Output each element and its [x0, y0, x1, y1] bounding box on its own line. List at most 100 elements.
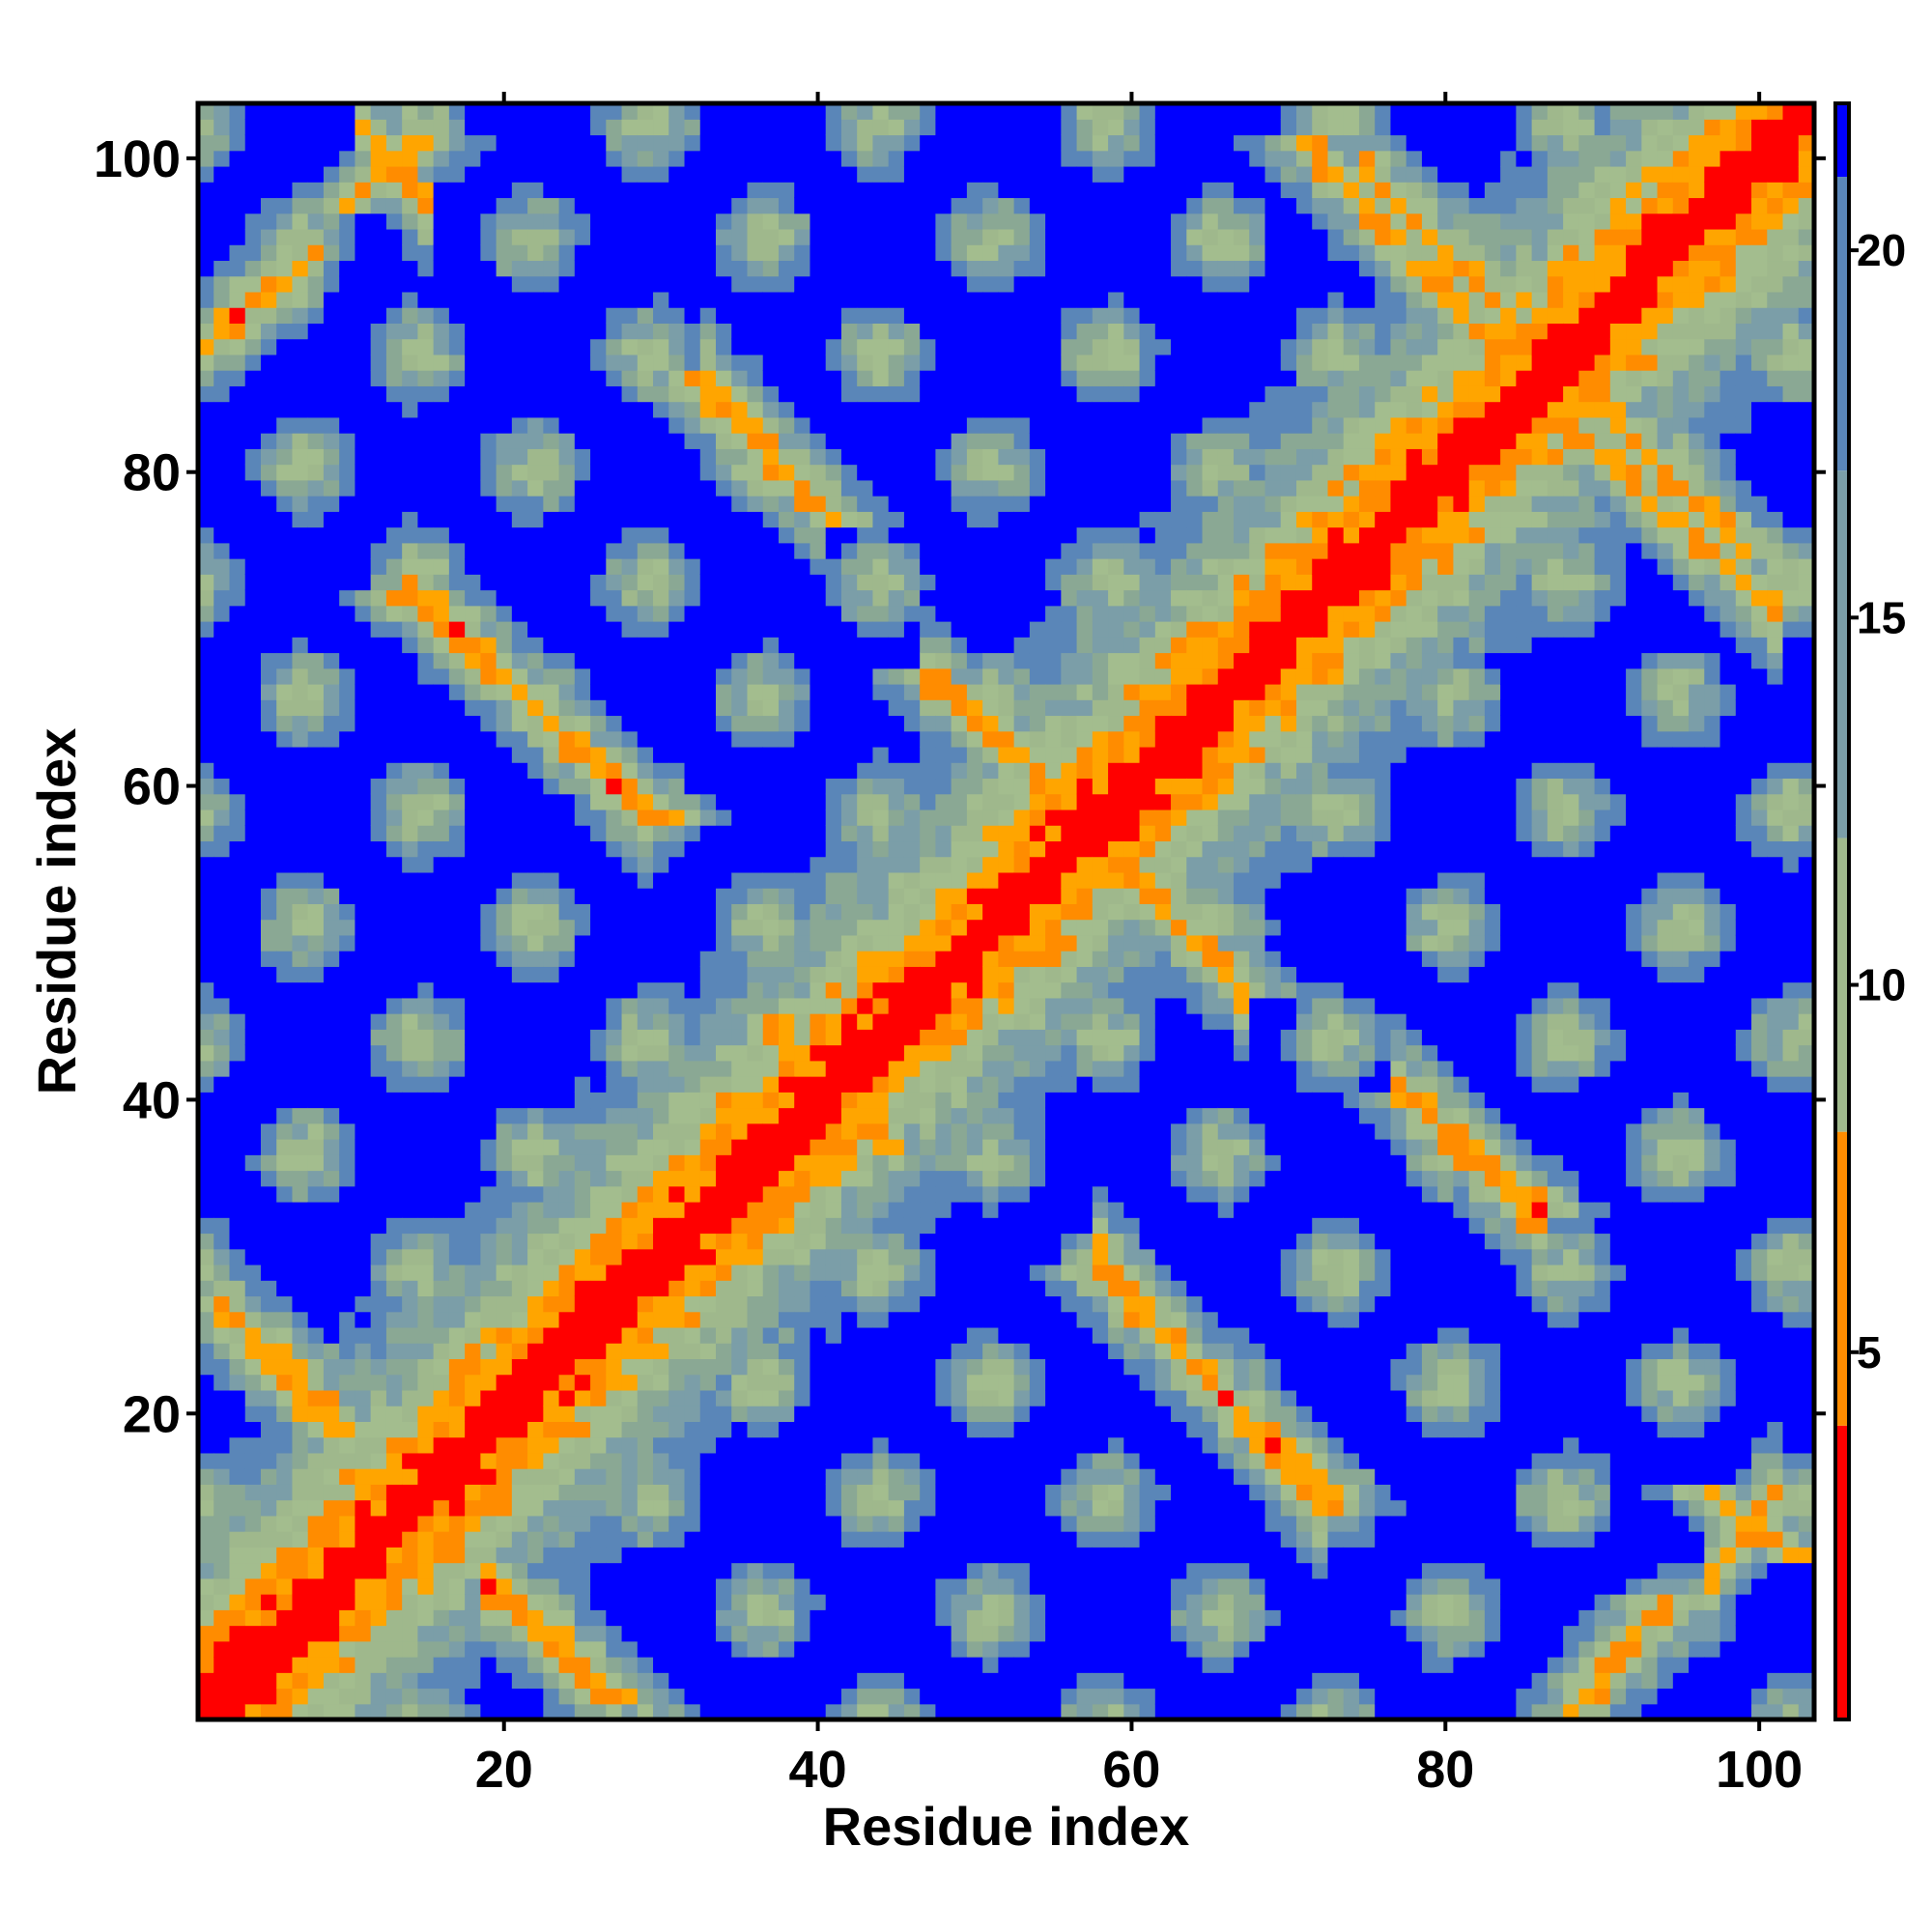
heatmap-cell: [606, 103, 623, 120]
heatmap-cell: [496, 1484, 513, 1501]
heatmap-cell: [465, 746, 481, 763]
heatmap-cell: [480, 542, 497, 559]
heatmap-cell: [778, 1484, 795, 1501]
heatmap-cell: [888, 354, 905, 371]
heatmap-cell: [653, 433, 669, 449]
heatmap-cell: [433, 809, 450, 826]
heatmap-cell: [307, 997, 325, 1014]
heatmap-cell: [699, 307, 717, 324]
heatmap-cell: [292, 574, 309, 591]
heatmap-cell: [825, 1139, 842, 1155]
heatmap-cell: [872, 1185, 890, 1203]
heatmap-cell: [355, 1468, 372, 1485]
heatmap-cell: [465, 1594, 481, 1610]
heatmap-cell: [276, 825, 294, 842]
heatmap-cell: [370, 856, 387, 873]
heatmap-cell: [511, 244, 528, 262]
heatmap-cell: [465, 934, 481, 952]
heatmap-cell: [323, 888, 340, 904]
heatmap-cell: [857, 119, 874, 136]
heatmap-cell: [558, 668, 576, 685]
heatmap-cell: [653, 323, 669, 340]
heatmap-cell: [370, 385, 387, 403]
heatmap-cell: [355, 244, 372, 262]
heatmap-cell: [496, 997, 513, 1014]
heatmap-cell: [433, 1452, 450, 1469]
heatmap-cell: [951, 1122, 968, 1140]
heatmap-cell: [402, 1406, 418, 1422]
heatmap-cell: [699, 966, 717, 983]
heatmap-cell: [370, 1468, 387, 1485]
heatmap-cell: [543, 1688, 560, 1705]
heatmap-cell: [653, 479, 669, 497]
heatmap-cell: [857, 1562, 874, 1579]
heatmap-cell: [385, 511, 403, 528]
heatmap-cell: [857, 699, 874, 717]
heatmap-cell: [888, 448, 905, 466]
heatmap-cell: [480, 1139, 497, 1155]
heatmap-cell: [840, 307, 858, 324]
heatmap-cell: [684, 103, 701, 120]
heatmap-cell: [198, 307, 214, 324]
heatmap-cell: [840, 338, 858, 355]
heatmap-cell: [872, 621, 890, 638]
heatmap-cell: [433, 307, 450, 324]
heatmap-cell: [574, 1468, 591, 1485]
heatmap-cell: [872, 433, 890, 449]
heatmap-cell: [339, 746, 356, 763]
heatmap-cell: [888, 652, 905, 669]
heatmap-cell: [292, 1436, 309, 1454]
heatmap-cell: [606, 213, 623, 230]
heatmap-cell: [810, 1703, 827, 1720]
heatmap-cell: [794, 401, 811, 418]
heatmap-cell: [496, 856, 513, 873]
heatmap-cell: [229, 401, 246, 418]
heatmap-cell: [229, 479, 246, 497]
heatmap-cell: [402, 526, 418, 544]
heatmap-cell: [684, 338, 701, 355]
heatmap-cell: [606, 433, 623, 449]
heatmap-cell: [825, 1499, 842, 1517]
heatmap-cell: [323, 1421, 340, 1438]
heatmap-cell: [637, 715, 654, 732]
heatmap-cell: [778, 291, 795, 308]
heatmap-cell: [872, 1703, 890, 1720]
heatmap-cell: [244, 1625, 262, 1642]
heatmap-cell: [198, 244, 214, 262]
heatmap-cell: [794, 1499, 811, 1517]
heatmap-cell: [417, 448, 435, 466]
heatmap-cell: [606, 1657, 623, 1673]
heatmap-cell: [825, 1029, 842, 1046]
heatmap-cell: [558, 1594, 576, 1610]
heatmap-cell: [402, 1594, 418, 1610]
heatmap-cell: [323, 1625, 340, 1642]
heatmap-cell: [511, 730, 528, 748]
heatmap-cell: [825, 574, 842, 591]
heatmap-cell: [810, 1013, 827, 1030]
heatmap-cell: [355, 1515, 372, 1532]
heatmap-cell: [480, 589, 497, 607]
heatmap-cell: [370, 574, 387, 591]
heatmap-cell: [511, 385, 528, 403]
heatmap-cell: [825, 1154, 842, 1172]
heatmap-cell: [213, 1625, 231, 1642]
heatmap-cell: [480, 1609, 497, 1627]
heatmap-cell: [558, 730, 576, 748]
heatmap-cell: [558, 1468, 576, 1485]
heatmap-cell: [935, 542, 952, 559]
heatmap-cell: [323, 1107, 340, 1124]
heatmap-cell: [920, 1217, 937, 1235]
heatmap-cell: [292, 150, 309, 167]
heatmap-cell: [653, 165, 669, 183]
heatmap-cell: [417, 997, 435, 1014]
heatmap-cell: [339, 683, 356, 700]
heatmap-cell: [903, 1389, 921, 1406]
heatmap-cell: [496, 370, 513, 386]
heatmap-cell: [574, 1499, 591, 1517]
heatmap-cell: [543, 182, 560, 199]
heatmap-cell: [699, 464, 717, 481]
heatmap-cell: [307, 496, 325, 512]
heatmap-cell: [496, 1547, 513, 1564]
heatmap-cell: [323, 213, 340, 230]
heatmap-cell: [339, 1280, 356, 1297]
